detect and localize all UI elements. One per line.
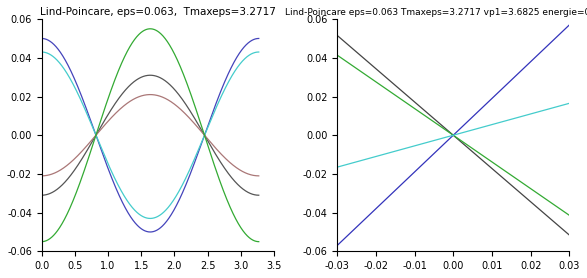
Title: Lind-Poincare, eps=0.063,  Tmaxeps=3.2717: Lind-Poincare, eps=0.063, Tmaxeps=3.2717: [40, 7, 276, 17]
Title: Lind-Poincare eps=0.063 Tmaxeps=3.2717 vp1=3.6825 energie=0.03002: Lind-Poincare eps=0.063 Tmaxeps=3.2717 v…: [285, 8, 587, 17]
